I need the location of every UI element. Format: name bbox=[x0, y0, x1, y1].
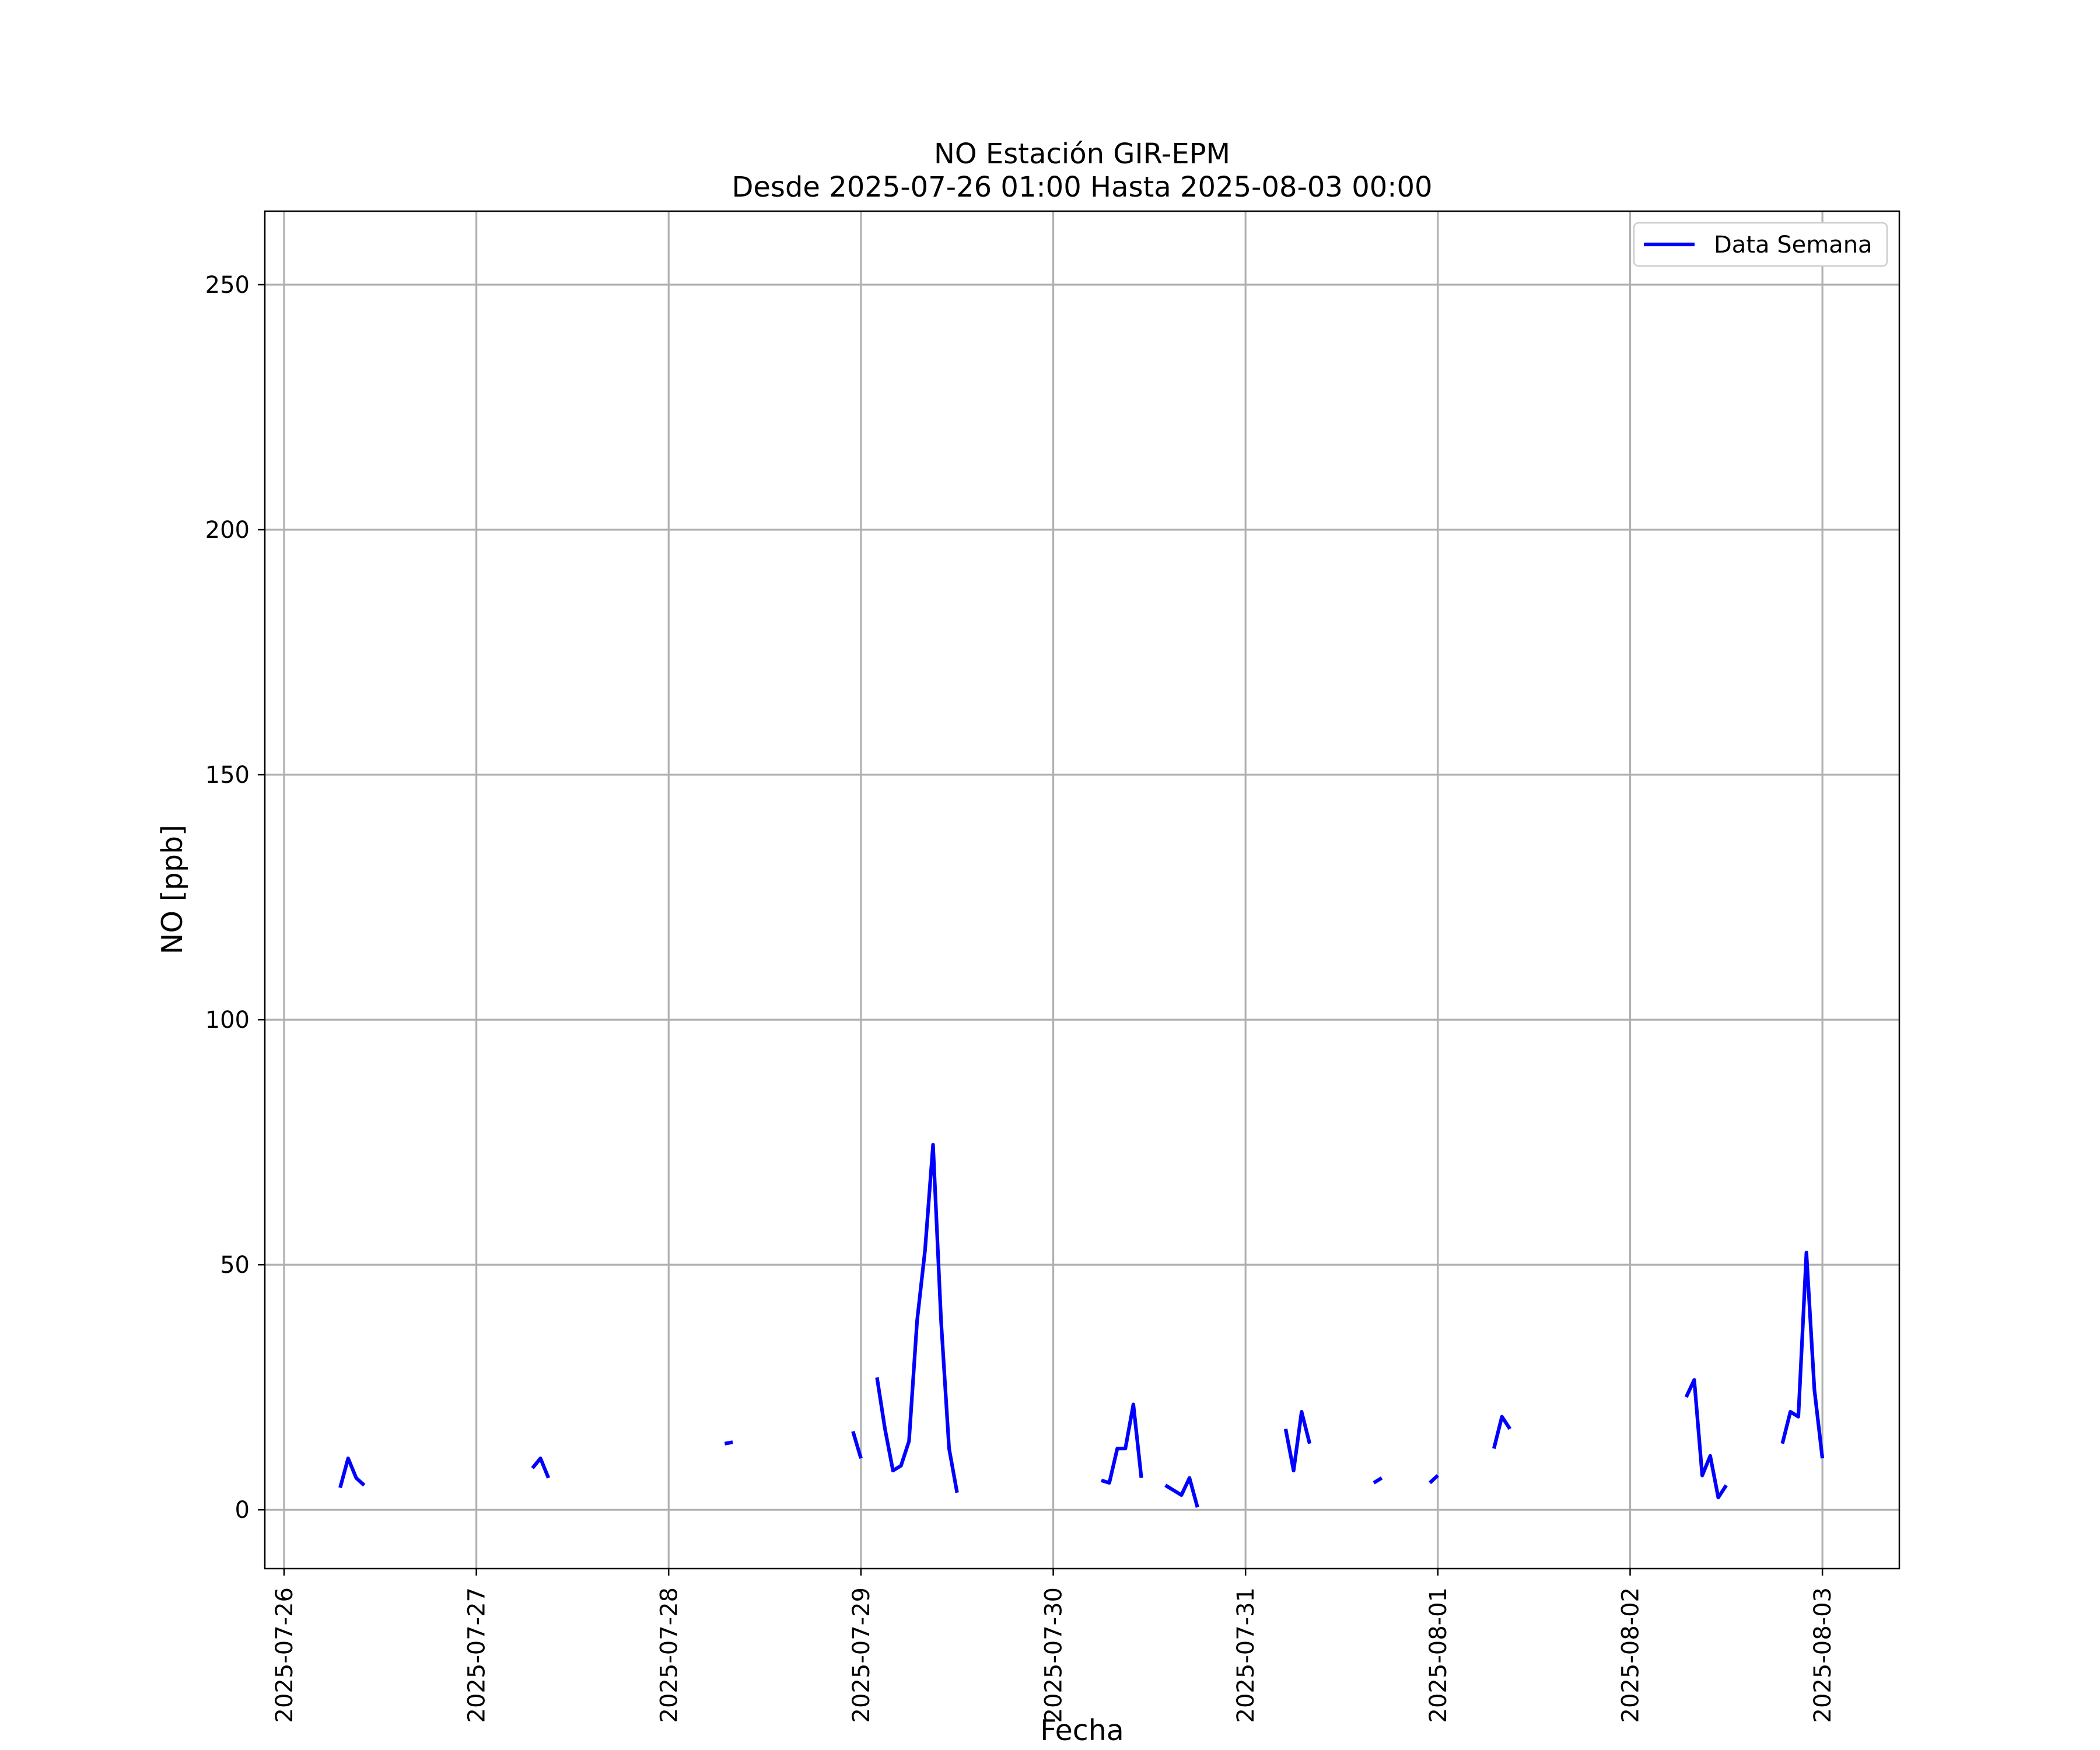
x-tick-label: 2025-07-29 bbox=[848, 1587, 875, 1723]
y-tick-label: 100 bbox=[205, 1007, 250, 1034]
plot-frame bbox=[264, 210, 1901, 1570]
y-tick-label: 150 bbox=[205, 762, 250, 789]
y-tick-label: 0 bbox=[235, 1497, 250, 1524]
series-line-segment bbox=[1164, 1476, 1199, 1508]
series-line-segment bbox=[875, 1143, 959, 1493]
grid-layer bbox=[265, 211, 1899, 1569]
series-line-segment bbox=[1492, 1415, 1512, 1449]
series-line-segment bbox=[1429, 1474, 1439, 1485]
y-tick-label: 250 bbox=[205, 272, 250, 299]
series-line-segment bbox=[1684, 1378, 1728, 1500]
x-tick-label: 2025-07-28 bbox=[656, 1587, 682, 1723]
series-layer bbox=[338, 1143, 1825, 1508]
legend: Data Semana bbox=[1633, 222, 1888, 267]
y-tick-label: 200 bbox=[205, 517, 250, 544]
series-line-segment bbox=[1780, 1251, 1825, 1459]
series-line-segment bbox=[724, 1440, 733, 1446]
x-tick-label: 2025-07-26 bbox=[271, 1587, 298, 1723]
x-tick-label: 2025-07-31 bbox=[1233, 1587, 1259, 1723]
series-line-segment bbox=[1283, 1410, 1312, 1473]
x-tick-label: 2025-08-01 bbox=[1425, 1587, 1452, 1723]
chart-title: NO Estación GIR-EPM bbox=[934, 138, 1230, 170]
y-axis-label: NO [ppb] bbox=[156, 825, 189, 954]
legend-box bbox=[1633, 222, 1888, 267]
x-tick-label: 2025-08-03 bbox=[1810, 1587, 1836, 1723]
series-line-segment bbox=[1101, 1402, 1143, 1485]
series-line-segment bbox=[851, 1430, 863, 1459]
legend-label: Data Semana bbox=[1714, 232, 1873, 258]
series-line-segment bbox=[531, 1456, 551, 1479]
tick-layer: 2025-07-26 2025-07-27 2025-07-28 2025-07-29… bbox=[205, 272, 1837, 1723]
x-axis-label: Fecha bbox=[1040, 1714, 1124, 1747]
x-tick-label: 2025-07-27 bbox=[464, 1587, 491, 1723]
x-tick-label: 2025-07-30 bbox=[1041, 1587, 1068, 1723]
y-tick-label: 50 bbox=[220, 1252, 250, 1279]
series-line-segment bbox=[338, 1456, 366, 1489]
chart-subtitle: Desde 2025-07-26 01:00 Hasta 2025-08-03 … bbox=[732, 171, 1432, 204]
series-line-segment bbox=[1373, 1476, 1383, 1485]
x-tick-label: 2025-08-02 bbox=[1617, 1587, 1644, 1723]
